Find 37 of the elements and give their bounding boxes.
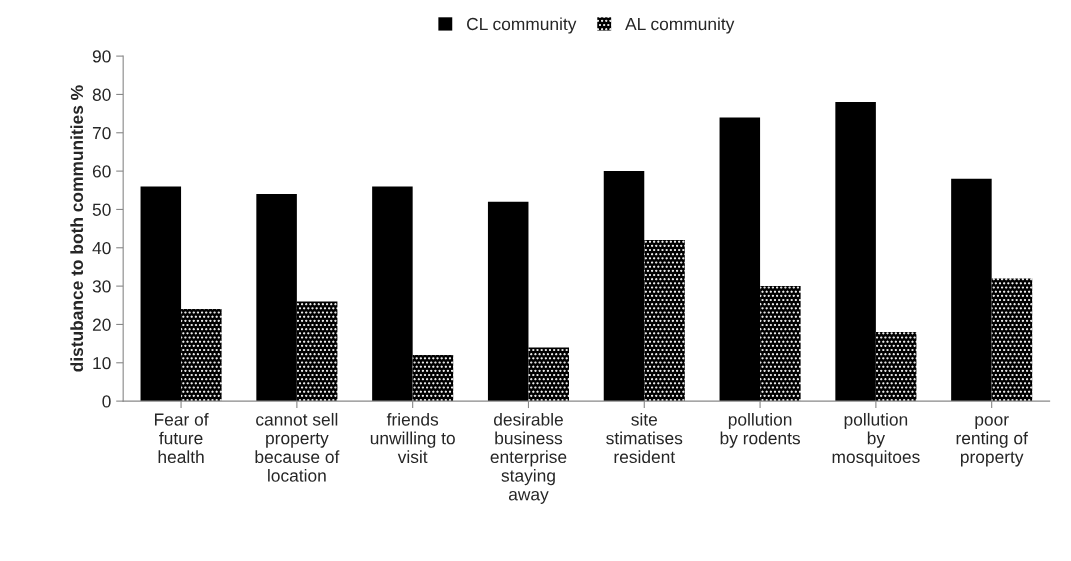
y-axis-title: distubance to both communities %	[70, 85, 84, 372]
x-tick-label: site stimatises resident	[606, 412, 683, 464]
y-tick-label: 60	[92, 165, 111, 178]
y-tick-label: 40	[92, 241, 111, 255]
bar	[835, 102, 876, 402]
bar	[951, 178, 992, 402]
bar	[181, 309, 222, 402]
y-tick-label: 0	[102, 395, 111, 408]
y-tick-label: 20	[92, 318, 111, 331]
y-tick-label: 80	[92, 88, 111, 101]
bar	[140, 186, 182, 402]
bar	[487, 201, 529, 402]
legend-label: CL community	[467, 17, 577, 34]
bar	[372, 186, 413, 402]
bar	[412, 355, 454, 402]
y-tick-label: 90	[92, 50, 111, 63]
x-tick-label: poor renting of property	[956, 416, 1028, 467]
bar	[528, 347, 569, 402]
bar	[719, 117, 761, 402]
x-tick-label: pollution by rodents	[720, 412, 800, 448]
bar	[875, 332, 917, 402]
bar	[644, 240, 685, 402]
x-tick-label: desirable business enterprise staying away	[490, 412, 567, 504]
y-tick-label: 30	[92, 280, 111, 293]
bar	[296, 301, 338, 402]
y-tick-label: 70	[92, 126, 111, 140]
bar	[760, 286, 801, 402]
x-tick-label: cannot sell property because of location	[255, 412, 340, 482]
bar	[256, 194, 297, 402]
x-tick-label: Fear of future health	[154, 412, 209, 464]
x-tick-label: friends unwilling to visit	[370, 412, 455, 464]
bar	[991, 278, 1033, 402]
y-tick-label: 50	[92, 203, 111, 216]
x-tick-label: pollution by mosquitoes	[832, 412, 920, 467]
y-tick-label: 10	[93, 356, 111, 370]
bar	[603, 171, 645, 402]
legend-label: AL community	[625, 17, 735, 34]
